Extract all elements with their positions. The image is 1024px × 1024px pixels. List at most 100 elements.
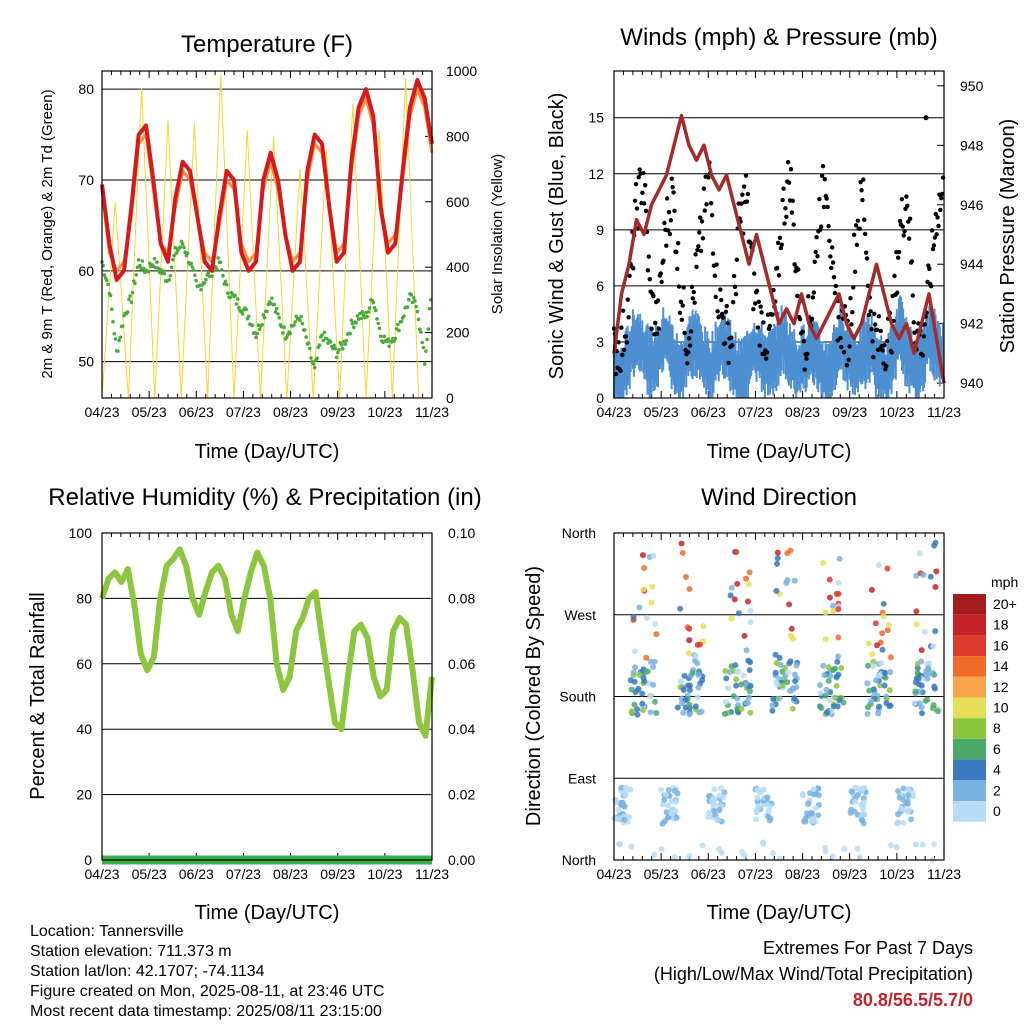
gust-point [786, 180, 792, 185]
panel-3: Relative Humidity (%) & Precipitation (i… [27, 484, 482, 924]
dewpoint-point [133, 281, 137, 286]
dewpoint-point [405, 305, 410, 309]
direction-point [820, 560, 827, 567]
gust-point [880, 348, 885, 353]
gust-point [699, 219, 705, 224]
gust-point [809, 316, 815, 322]
y-axis-label: Percent & Total Rainfall [27, 592, 49, 800]
dewpoint-point [180, 242, 185, 246]
direction-point [779, 682, 786, 689]
gust-point [666, 209, 672, 215]
gust-point [895, 255, 901, 260]
dewpoint-point [339, 342, 344, 347]
direction-point [692, 703, 699, 710]
gust-point [897, 218, 903, 224]
direction-point [821, 672, 828, 679]
gust-point [916, 321, 921, 326]
gust-point [802, 367, 807, 372]
dewpoint-point [386, 337, 390, 341]
gust-point [822, 177, 828, 182]
dewpoint-point [223, 279, 228, 284]
dewpoint-point [244, 307, 249, 312]
direction-point [900, 785, 907, 792]
gust-point [719, 297, 724, 303]
dewpoint-point [393, 336, 398, 341]
direction-point [923, 668, 930, 675]
dewpoint-point [226, 291, 230, 295]
gust-point [724, 303, 729, 309]
gust-point [899, 196, 905, 202]
gust-point [778, 245, 784, 251]
direction-point [876, 703, 883, 710]
gust-point [910, 293, 916, 298]
gust-point [620, 308, 626, 313]
direction-point [835, 606, 842, 613]
gust-point [792, 262, 797, 267]
gust-point [674, 249, 679, 255]
y2-tick-label: 0.10 [448, 525, 475, 541]
dewpoint-point [182, 245, 186, 250]
dewpoint-point [136, 258, 141, 262]
gust-point [862, 231, 868, 237]
extremes-title: Extremes For Past 7 Days [762, 938, 973, 958]
dewpoint-point [343, 342, 348, 346]
direction-point [774, 549, 781, 556]
dewpoint-point [419, 330, 423, 334]
gust-point [656, 326, 662, 331]
dewpoint-point [413, 299, 417, 303]
legend-label: 12 [993, 679, 1009, 695]
direction-point [733, 676, 740, 683]
x-tick-label: 08/23 [273, 404, 308, 420]
direction-point [865, 640, 872, 647]
direction-point [770, 695, 777, 702]
direction-point [912, 841, 919, 848]
direction-point [849, 788, 856, 795]
gust-point [818, 227, 823, 233]
x-axis-label: Time (Day/UTC) [195, 441, 340, 463]
dewpoint-point [250, 323, 255, 328]
x-tick-label: 10/23 [879, 404, 914, 420]
x-tick-label: 05/23 [644, 404, 679, 420]
gust-point [645, 268, 651, 273]
direction-point [789, 685, 796, 692]
dewpoint-point [332, 343, 337, 348]
gust-point [921, 334, 927, 339]
direction-point [882, 669, 889, 676]
dewpoint-point [378, 334, 383, 339]
gust-point [900, 224, 905, 229]
direction-point [836, 555, 843, 562]
direction-point [747, 682, 754, 689]
direction-point [812, 805, 819, 812]
direction-point [788, 625, 795, 632]
direction-point [809, 810, 816, 817]
direction-point [878, 660, 885, 667]
gust-point [647, 276, 652, 282]
direction-point [873, 677, 880, 684]
gust-point [636, 175, 641, 180]
direction-point [715, 846, 722, 853]
direction-point [622, 784, 629, 791]
direction-point [643, 654, 650, 661]
dewpoint-point [218, 260, 223, 265]
direction-point [679, 549, 686, 556]
direction-point [686, 586, 693, 593]
direction-point [631, 648, 638, 655]
gust-point [733, 291, 739, 297]
y2-tick-label: 0 [446, 390, 454, 406]
gust-point [685, 361, 690, 366]
x-tick-label: 04/23 [596, 404, 631, 420]
direction-point [822, 609, 829, 616]
direction-point [879, 646, 886, 653]
gust-point [664, 196, 670, 201]
y-tick-label: 80 [76, 590, 92, 606]
direction-point [858, 816, 865, 823]
direction-point [672, 808, 679, 815]
gust-point [621, 347, 627, 353]
direction-point [911, 700, 918, 707]
direction-point [622, 790, 629, 797]
direction-point [733, 682, 740, 689]
legend-label: 20+ [993, 596, 1017, 612]
direction-point [734, 695, 741, 702]
gust-point [936, 223, 941, 229]
